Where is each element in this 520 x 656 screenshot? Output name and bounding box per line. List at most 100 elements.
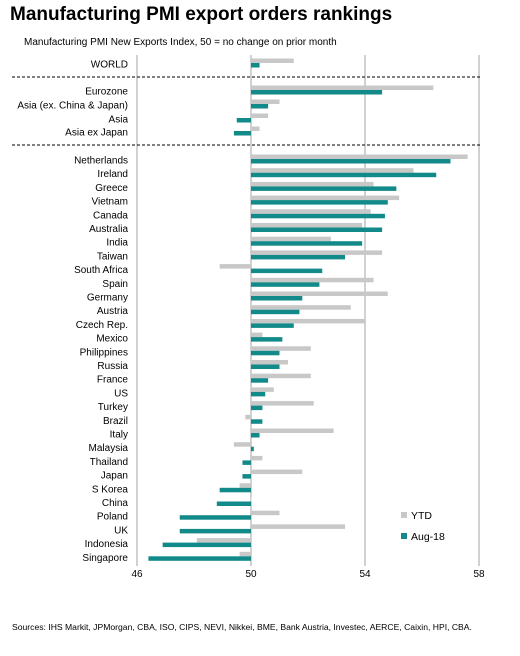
category-label: Canada [93,210,128,221]
bar-aug-18 [251,63,260,68]
bar-ytd [251,99,280,104]
x-tick-label: 46 [131,569,143,580]
bar-aug-18 [251,446,254,452]
bar-aug-18 [251,213,385,219]
bar-ytd [251,85,434,90]
bar-ytd [251,154,468,159]
bar-ytd [245,414,251,420]
bar-ytd [196,538,251,543]
bar-aug-18 [251,405,263,411]
legend-label-aug-18: Aug-18 [411,531,445,543]
bar-aug-18 [251,337,283,342]
category-label: India [106,238,128,249]
category-label: Germany [87,293,128,304]
bar-aug-18 [251,282,320,287]
category-label: Mexico [96,334,128,345]
bar-ytd [251,373,311,379]
category-label: Russia [97,361,128,372]
category-label: Italy [110,430,128,441]
bar-ytd [251,469,303,475]
bar-aug-18 [251,364,280,369]
legend-swatch-ytd [401,512,407,518]
category-label: WORLD [91,60,128,71]
bar-ytd [251,305,351,310]
category-label: Malaysia [89,443,129,454]
category-label: South Africa [74,265,128,276]
bar-ytd [251,209,371,214]
legend-swatch-aug-18 [401,533,407,539]
category-label: Poland [97,512,128,523]
category-label: Vietnam [91,197,128,208]
bar-ytd [251,291,388,296]
bar-ytd [251,455,263,461]
bar-aug-18 [251,323,294,328]
sources-note: Sources: IHS Markit, JPMorgan, CBA, ISO,… [12,622,472,632]
category-label: Asia [109,115,129,126]
bar-ytd [239,483,251,488]
bar-aug-18 [251,254,346,260]
category-label: Thailand [90,457,128,468]
category-label: Australia [89,224,128,235]
bar-ytd [251,277,374,283]
bar-aug-18 [236,118,251,123]
bar-ytd [251,181,374,187]
bar-aug-18 [251,90,383,95]
bar-ytd [251,250,383,255]
bar-ytd [239,551,251,557]
bar-aug-18 [242,460,251,465]
bar-aug-18 [219,487,251,493]
bar-aug-18 [148,556,251,561]
category-label: Asia ex Japan [65,128,128,139]
bar-aug-18 [251,268,323,274]
bar-ytd [219,264,251,269]
bar-ytd [251,360,289,365]
bar-aug-18 [251,186,397,191]
bar-ytd [251,401,314,406]
bar-ytd [251,510,280,516]
bar-ytd [251,387,274,392]
x-tick-label: 50 [245,569,257,580]
bar-aug-18 [251,378,269,383]
bar-aug-18 [251,296,303,301]
category-label: UK [114,525,128,536]
category-label: Spain [102,279,128,290]
category-label: Austria [97,306,129,317]
category-label: Czech Rep. [76,320,128,331]
category-label: Japan [101,471,128,482]
category-label: Greece [95,183,128,194]
bar-ytd [251,497,252,502]
legend-label-ytd: YTD [411,510,432,522]
bar-ytd [251,346,311,351]
category-label: S Korea [92,484,129,495]
bar-aug-18 [251,433,260,438]
category-label: Ireland [97,169,128,180]
bar-aug-18 [251,391,266,397]
bar-ytd [251,318,365,324]
category-label: Taiwan [97,251,128,262]
bar-ytd [251,524,346,529]
bar-aug-18 [179,515,251,520]
bar-aug-18 [179,528,251,534]
bar-ytd [251,223,363,228]
category-label: Turkey [98,402,128,413]
bar-aug-18 [251,419,263,424]
category-label: Netherlands [74,156,128,167]
bar-aug-18 [216,501,251,506]
bar-ytd [233,442,251,447]
category-label: US [114,388,128,399]
bar-aug-18 [251,227,383,232]
bar-ytd [251,58,294,63]
bar-aug-18 [251,104,269,109]
bar-ytd [251,236,331,242]
bar-aug-18 [251,241,363,246]
chart-subtitle: Manufacturing PMI New Exports Index, 50 … [24,37,337,48]
category-label: China [102,498,129,509]
bar-ytd [251,126,260,131]
x-tick-label: 54 [359,569,371,580]
bar-aug-18 [251,159,451,164]
bar-aug-18 [242,474,251,479]
bar-ytd [251,195,400,201]
bar-aug-18 [251,200,388,205]
bar-aug-18 [251,350,280,356]
bar-ytd [251,113,269,118]
